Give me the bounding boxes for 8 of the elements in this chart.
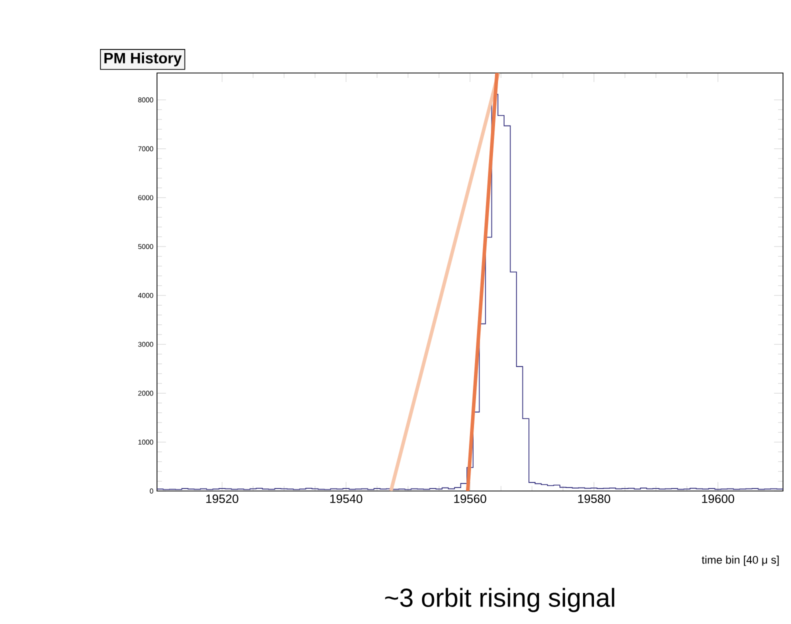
text: ~3 orbit rising signal <box>385 588 614 612</box>
chart-title: PM History <box>104 52 182 66</box>
x-tick-label: 19540 <box>330 494 362 504</box>
x-tick-label: 19580 <box>578 494 610 504</box>
x-axis-title: time bin [40 μ s] <box>702 556 779 566</box>
x-tick-label: 19520 <box>206 494 238 504</box>
x-tick-label: 19600 <box>702 494 734 504</box>
x-tick-label: 19560 <box>454 494 486 504</box>
